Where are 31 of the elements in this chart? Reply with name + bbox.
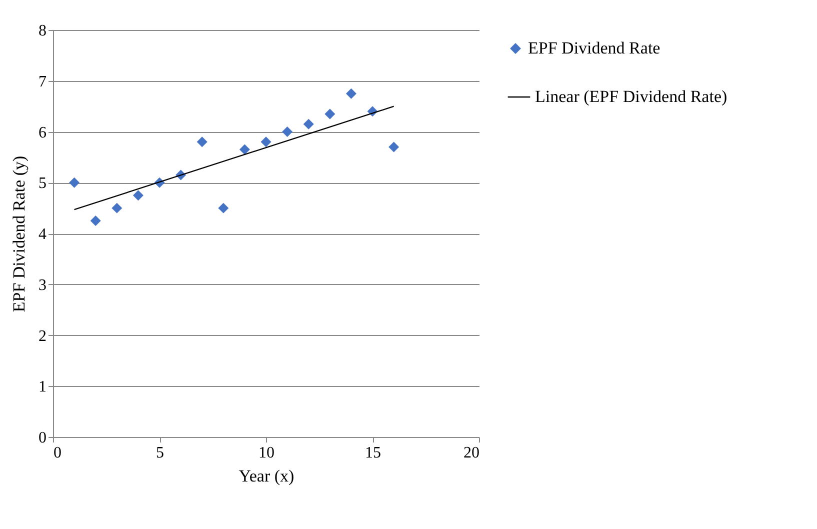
y-tick-label: 5 — [38, 175, 46, 192]
point — [112, 202, 122, 214]
point — [90, 216, 101, 226]
legend-label: EPF Dividend Rate — [528, 38, 660, 58]
y-tick-label: 4 — [38, 226, 46, 243]
point — [196, 136, 208, 148]
x-tick-label: 5 — [156, 444, 164, 462]
y-tick-label: 6 — [38, 124, 46, 142]
y-tick-label: 8 — [38, 22, 46, 40]
y-tick-label: 3 — [38, 276, 46, 294]
point — [239, 144, 250, 155]
y-tick-label: 7 — [38, 73, 46, 90]
y-axis-title: EPF Dividend Rate (y) — [10, 156, 28, 312]
point — [346, 88, 356, 99]
y-tick-label: 2 — [38, 328, 46, 345]
point — [218, 202, 229, 214]
x-tick-label: 0 — [54, 444, 62, 462]
x-tick-label: 20 — [464, 444, 480, 462]
x-tick-label: 15 — [365, 444, 381, 462]
point — [260, 136, 272, 148]
point — [282, 126, 293, 137]
x-axis-title: Year (x) — [238, 466, 294, 486]
point — [303, 118, 314, 130]
point — [69, 177, 80, 188]
point — [388, 142, 400, 152]
point — [132, 190, 144, 201]
y-tick-label: 0 — [38, 430, 46, 446]
x-tick-label: 10 — [258, 444, 274, 462]
y-tick-label: 1 — [38, 378, 46, 396]
point — [324, 108, 336, 120]
legend-label: Linear (EPF Dividend Rate) — [535, 87, 728, 106]
